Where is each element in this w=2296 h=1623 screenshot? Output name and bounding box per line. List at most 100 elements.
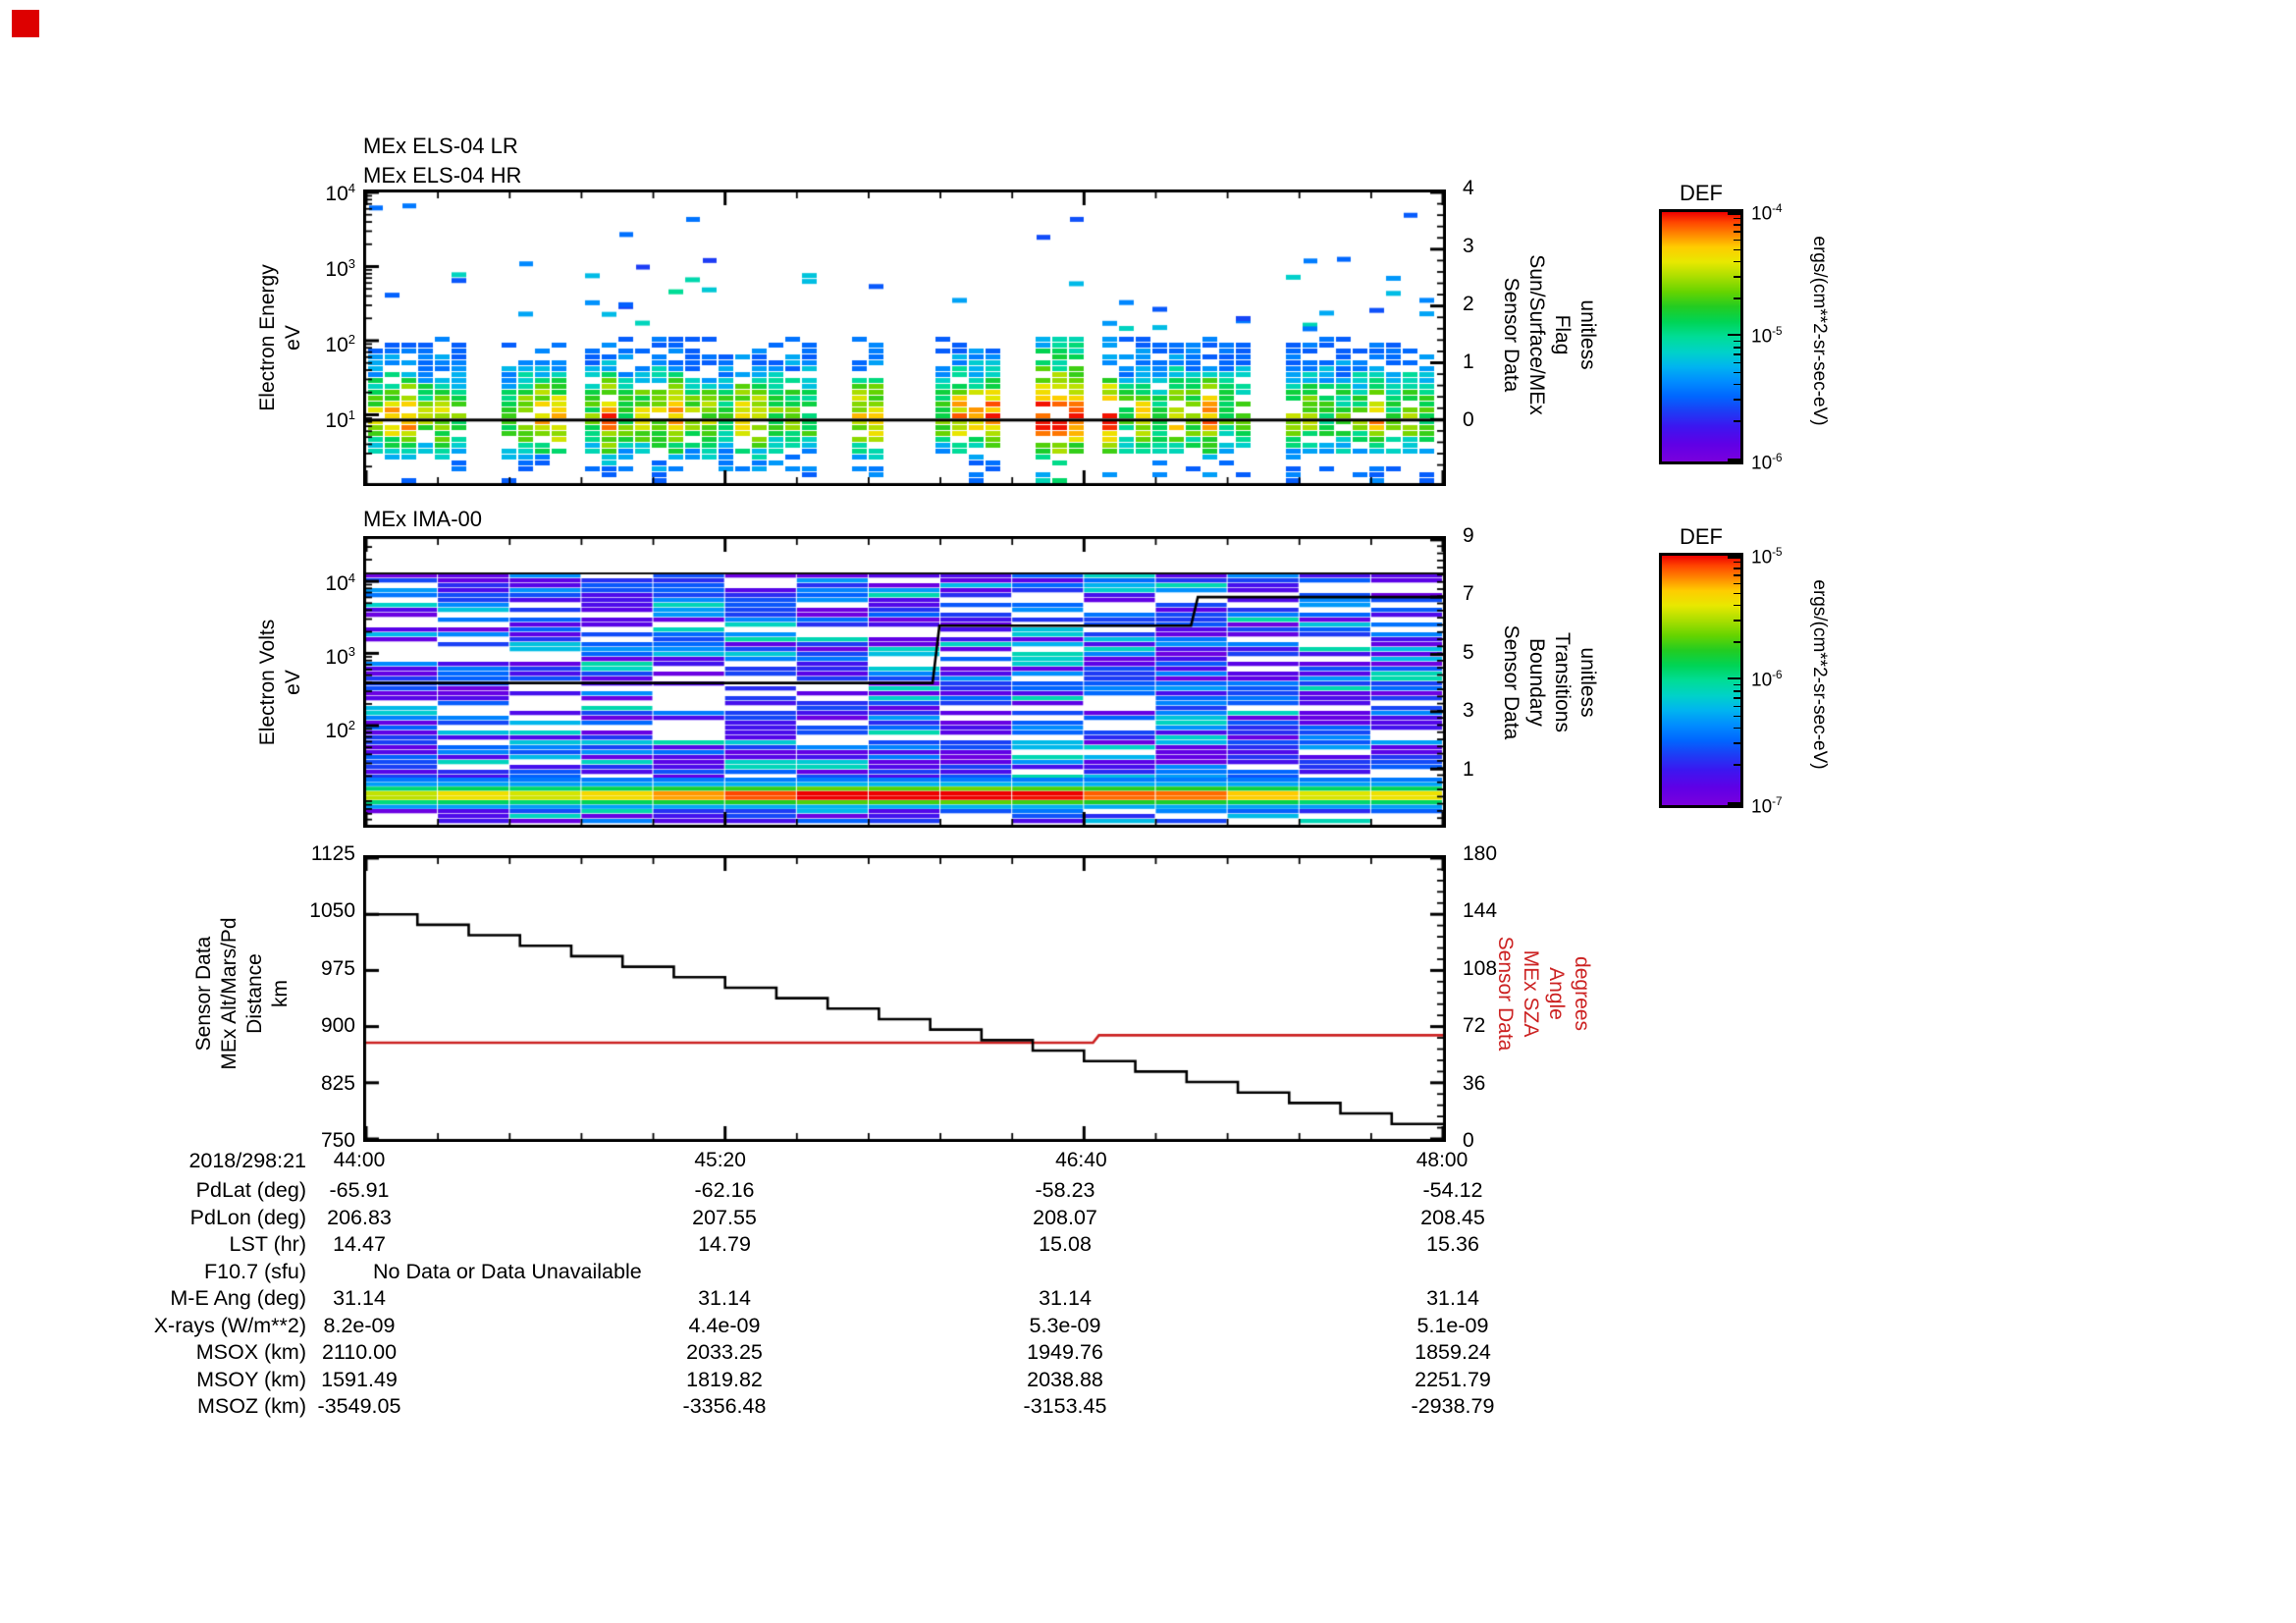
table-cell: 15.08 xyxy=(1039,1232,1092,1256)
sza-right-label-line: Sensor Data xyxy=(1494,936,1517,1052)
electron-energy-tick: 103 xyxy=(325,256,355,281)
colorbar-tick-label: 10-5 xyxy=(1751,324,1783,348)
time-tick: 48:00 xyxy=(1415,1149,1468,1171)
table-cell: 31.14 xyxy=(333,1286,386,1310)
colorbar-tick-label: 10-6 xyxy=(1751,668,1783,691)
ima-right-label-line: Sensor Data xyxy=(1500,624,1522,740)
table-cell: 5.1e-09 xyxy=(1416,1313,1489,1337)
colorbar-major-tick xyxy=(1728,556,1740,559)
colorbar-els xyxy=(1659,209,1743,464)
ephemeris-line-chart-canvas xyxy=(363,855,1446,1142)
sza-tick: 180 xyxy=(1463,842,1498,865)
alt-ylabel-line: km xyxy=(269,980,292,1008)
table-row-label: LST (hr) xyxy=(229,1232,306,1256)
boundary-transitions-tick: 3 xyxy=(1463,699,1474,723)
sza-right-label-line: degrees xyxy=(1571,956,1593,1031)
colorbar-minor-tick xyxy=(1734,705,1740,708)
els-flag-tick: 2 xyxy=(1463,292,1474,315)
table-row-label: X-rays (W/m**2) xyxy=(153,1313,306,1337)
sza-right-label-line: Angle xyxy=(1545,967,1568,1020)
colorbar-tick-label: 10-6 xyxy=(1751,452,1783,474)
sza-tick: 36 xyxy=(1463,1071,1486,1095)
ima-right-label-line: Transitions xyxy=(1551,632,1574,732)
colorbar-minor-tick xyxy=(1734,371,1740,374)
red-marker xyxy=(12,10,39,37)
colorbar-minor-tick xyxy=(1734,697,1740,699)
els-right-label-line: unitless xyxy=(1576,299,1599,370)
table-span-value: No Data or Data Unavailable xyxy=(373,1259,642,1283)
colorbar-minor-tick xyxy=(1734,276,1740,278)
sza-tick: 144 xyxy=(1463,899,1498,923)
sza-right-label: degrees Angle MEx SZA Sensor Data xyxy=(1492,937,1594,1052)
alt-ylabel: Sensor Data MEx Alt/Mars/Pd Distance km xyxy=(191,917,294,1069)
colorbar-tick-label: 10-5 xyxy=(1751,546,1783,568)
colorbar-minor-tick xyxy=(1734,347,1740,349)
electron-volts-tick: 103 xyxy=(325,643,355,669)
colorbar-minor-tick xyxy=(1734,383,1740,386)
colorbar-major-tick xyxy=(1728,333,1740,337)
els-right-label-line: Sun/Surface/MEx xyxy=(1525,254,1548,415)
colorbar-tick-label: 10-4 xyxy=(1751,202,1783,225)
table-cell: -65.91 xyxy=(329,1178,390,1202)
colorbar-minor-tick xyxy=(1734,399,1740,401)
colorbar-minor-tick xyxy=(1734,742,1740,744)
colorbar-minor-tick xyxy=(1734,353,1740,355)
sza-tick: 72 xyxy=(1463,1014,1486,1038)
sza-tick: 108 xyxy=(1463,956,1498,980)
table-cell: 207.55 xyxy=(692,1205,757,1229)
altitude-tick: 1125 xyxy=(310,842,355,865)
sza-tick: 0 xyxy=(1463,1129,1474,1152)
colorbar-minor-tick xyxy=(1734,764,1740,766)
table-row-label: F10.7 (sfu) xyxy=(204,1259,306,1283)
els-right-label-line: Flag xyxy=(1551,314,1574,355)
table-cell: 1591.49 xyxy=(321,1367,398,1391)
table-cell: 1859.24 xyxy=(1415,1340,1491,1364)
colorbar-major-tick xyxy=(1728,676,1740,680)
colorbar-major-tick xyxy=(1728,802,1740,805)
ima-spectrogram-canvas xyxy=(363,536,1446,828)
ima-title: MEx IMA-00 xyxy=(363,507,483,531)
table-cell: 31.14 xyxy=(1426,1286,1479,1310)
table-cell: -2938.79 xyxy=(1411,1394,1495,1418)
els-right-label: unitless Flag Sun/Surface/MEx Sensor Data xyxy=(1498,254,1600,414)
els-flag-tick: 4 xyxy=(1463,177,1474,199)
table-row-label: M-E Ang (deg) xyxy=(170,1286,306,1310)
colorbar-minor-tick xyxy=(1734,231,1740,233)
colorbar-ima xyxy=(1659,553,1743,808)
table-row-label: PdLon (deg) xyxy=(189,1205,306,1229)
colorbar-minor-tick xyxy=(1734,641,1740,643)
electron-energy-tick: 104 xyxy=(325,181,355,205)
els-spectrogram-canvas xyxy=(363,189,1446,486)
altitude-tick: 900 xyxy=(320,1014,355,1038)
date-label: 2018/298:21 xyxy=(188,1149,306,1172)
colorbar-minor-tick xyxy=(1734,340,1740,343)
colorbar-minor-tick xyxy=(1734,224,1740,226)
table-cell: -3356.48 xyxy=(682,1394,767,1418)
electron-energy-tick: 102 xyxy=(325,332,355,357)
colorbar-minor-tick xyxy=(1734,561,1740,564)
table-cell: 14.79 xyxy=(698,1232,751,1256)
table-cell: 1949.76 xyxy=(1027,1340,1103,1364)
table-cell: 2033.25 xyxy=(686,1340,763,1364)
ima-right-label-line: Boundary xyxy=(1525,638,1548,727)
colorbar-minor-tick xyxy=(1734,727,1740,730)
els-title-lr: MEx ELS-04 LR xyxy=(363,134,518,158)
sza-right-label-line: MEx SZA xyxy=(1520,949,1542,1038)
table-cell: 31.14 xyxy=(698,1286,751,1310)
altitude-tick: 975 xyxy=(320,956,355,980)
time-tick: 46:40 xyxy=(1055,1149,1107,1171)
time-tick: 44:00 xyxy=(333,1149,386,1171)
table-cell: 1819.82 xyxy=(686,1367,763,1391)
altitude-tick: 825 xyxy=(320,1071,355,1095)
colorbar-ima-title: DEF xyxy=(1680,524,1723,549)
colorbar-minor-tick xyxy=(1734,592,1740,595)
ima-right-label: unitless Transitions Boundary Sensor Data xyxy=(1498,625,1600,740)
colorbar-minor-tick xyxy=(1734,420,1740,422)
colorbar-minor-tick xyxy=(1734,298,1740,299)
table-cell: 14.47 xyxy=(333,1232,386,1256)
table-cell: 8.2e-09 xyxy=(323,1313,396,1337)
table-cell: 2251.79 xyxy=(1415,1367,1491,1391)
table-cell: 206.83 xyxy=(327,1205,392,1229)
alt-ylabel-line: Distance xyxy=(243,953,266,1034)
